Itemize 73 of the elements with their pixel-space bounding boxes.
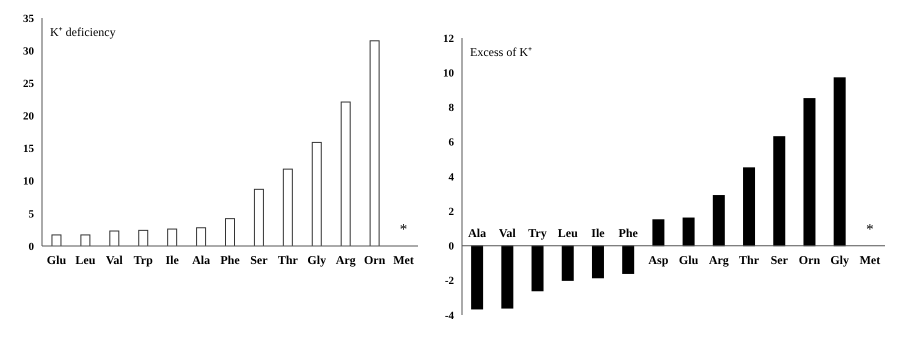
bar <box>773 136 786 246</box>
bar <box>501 245 514 309</box>
bar <box>834 77 846 246</box>
x-tick-label: Ile <box>591 226 606 240</box>
bar <box>743 167 756 246</box>
x-tick-label: Met <box>393 253 414 267</box>
bar <box>80 234 90 246</box>
y-tick-label: 30 <box>23 45 34 58</box>
y-tick-label: 10 <box>23 176 34 188</box>
y-tick-label: 25 <box>23 78 34 90</box>
y-tick-label: 35 <box>23 12 34 25</box>
y-tick-label: 2 <box>448 206 454 218</box>
bar <box>803 98 816 246</box>
bar <box>109 230 120 246</box>
x-tick-label: Arg <box>708 252 729 267</box>
x-tick-label: Arg <box>336 253 356 267</box>
bar <box>312 142 322 246</box>
bar <box>138 230 148 246</box>
x-tick-label: Orn <box>364 253 386 267</box>
x-tick-label: Try <box>528 226 547 240</box>
x-tick-label: Orn <box>798 252 820 267</box>
x-tick-label: Trp <box>134 253 154 267</box>
bar <box>370 40 380 246</box>
y-tick-label: -2 <box>444 275 454 288</box>
bar <box>196 227 206 246</box>
y-tick-label: 8 <box>448 102 454 114</box>
x-tick-label: Val <box>106 253 124 267</box>
x-tick-label: Glu <box>46 253 66 267</box>
y-tick-label: 4 <box>448 171 454 184</box>
bar <box>340 102 351 246</box>
text: K⁺ deficiency <box>50 25 116 39</box>
bar <box>592 245 604 278</box>
x-tick-label: Ala <box>468 226 486 240</box>
y-tick-label: 12 <box>443 32 454 45</box>
y-tick-label: 5 <box>28 208 34 220</box>
x-tick-label: Leu <box>558 226 578 240</box>
bar <box>167 228 178 246</box>
bar <box>254 188 264 246</box>
bar <box>225 218 235 246</box>
x-tick-label: Ser <box>770 252 789 267</box>
x-tick-label: Leu <box>75 253 96 267</box>
bar <box>712 195 725 246</box>
y-tick-label: 0 <box>28 240 34 253</box>
x-tick-label: Phe <box>220 253 240 267</box>
bar <box>652 219 664 246</box>
x-tick-label: Thr <box>739 252 760 267</box>
bar <box>471 245 484 310</box>
y-tick-label: 10 <box>443 67 454 80</box>
x-tick-label: Thr <box>278 253 299 267</box>
bar <box>622 245 634 274</box>
annotation: * <box>866 222 874 238</box>
x-tick-label: Ile <box>165 253 180 267</box>
x-tick-label: Val <box>498 226 516 240</box>
x-tick-label: Ala <box>192 253 210 267</box>
x-tick-label: Ser <box>250 253 268 267</box>
x-tick-label: Glu <box>678 252 699 267</box>
y-tick-label: 15 <box>23 143 34 156</box>
y-tick-label: 20 <box>23 110 34 123</box>
annotation: * <box>400 222 408 238</box>
y-tick-label: -4 <box>444 310 454 322</box>
x-tick-label: Phe <box>618 226 639 240</box>
bar <box>282 168 293 246</box>
x-tick-label: Asp <box>648 252 669 267</box>
bar <box>51 234 62 246</box>
y-tick-label: 0 <box>448 240 454 253</box>
text: Excess of K⁺ <box>470 45 532 59</box>
bar <box>682 218 695 246</box>
bar <box>562 245 574 281</box>
x-tick-label: Gly <box>830 252 850 267</box>
x-tick-label: Gly <box>307 253 326 267</box>
y-tick-label: 6 <box>448 136 454 149</box>
x-tick-label: Met <box>860 252 880 267</box>
bar <box>532 245 544 292</box>
